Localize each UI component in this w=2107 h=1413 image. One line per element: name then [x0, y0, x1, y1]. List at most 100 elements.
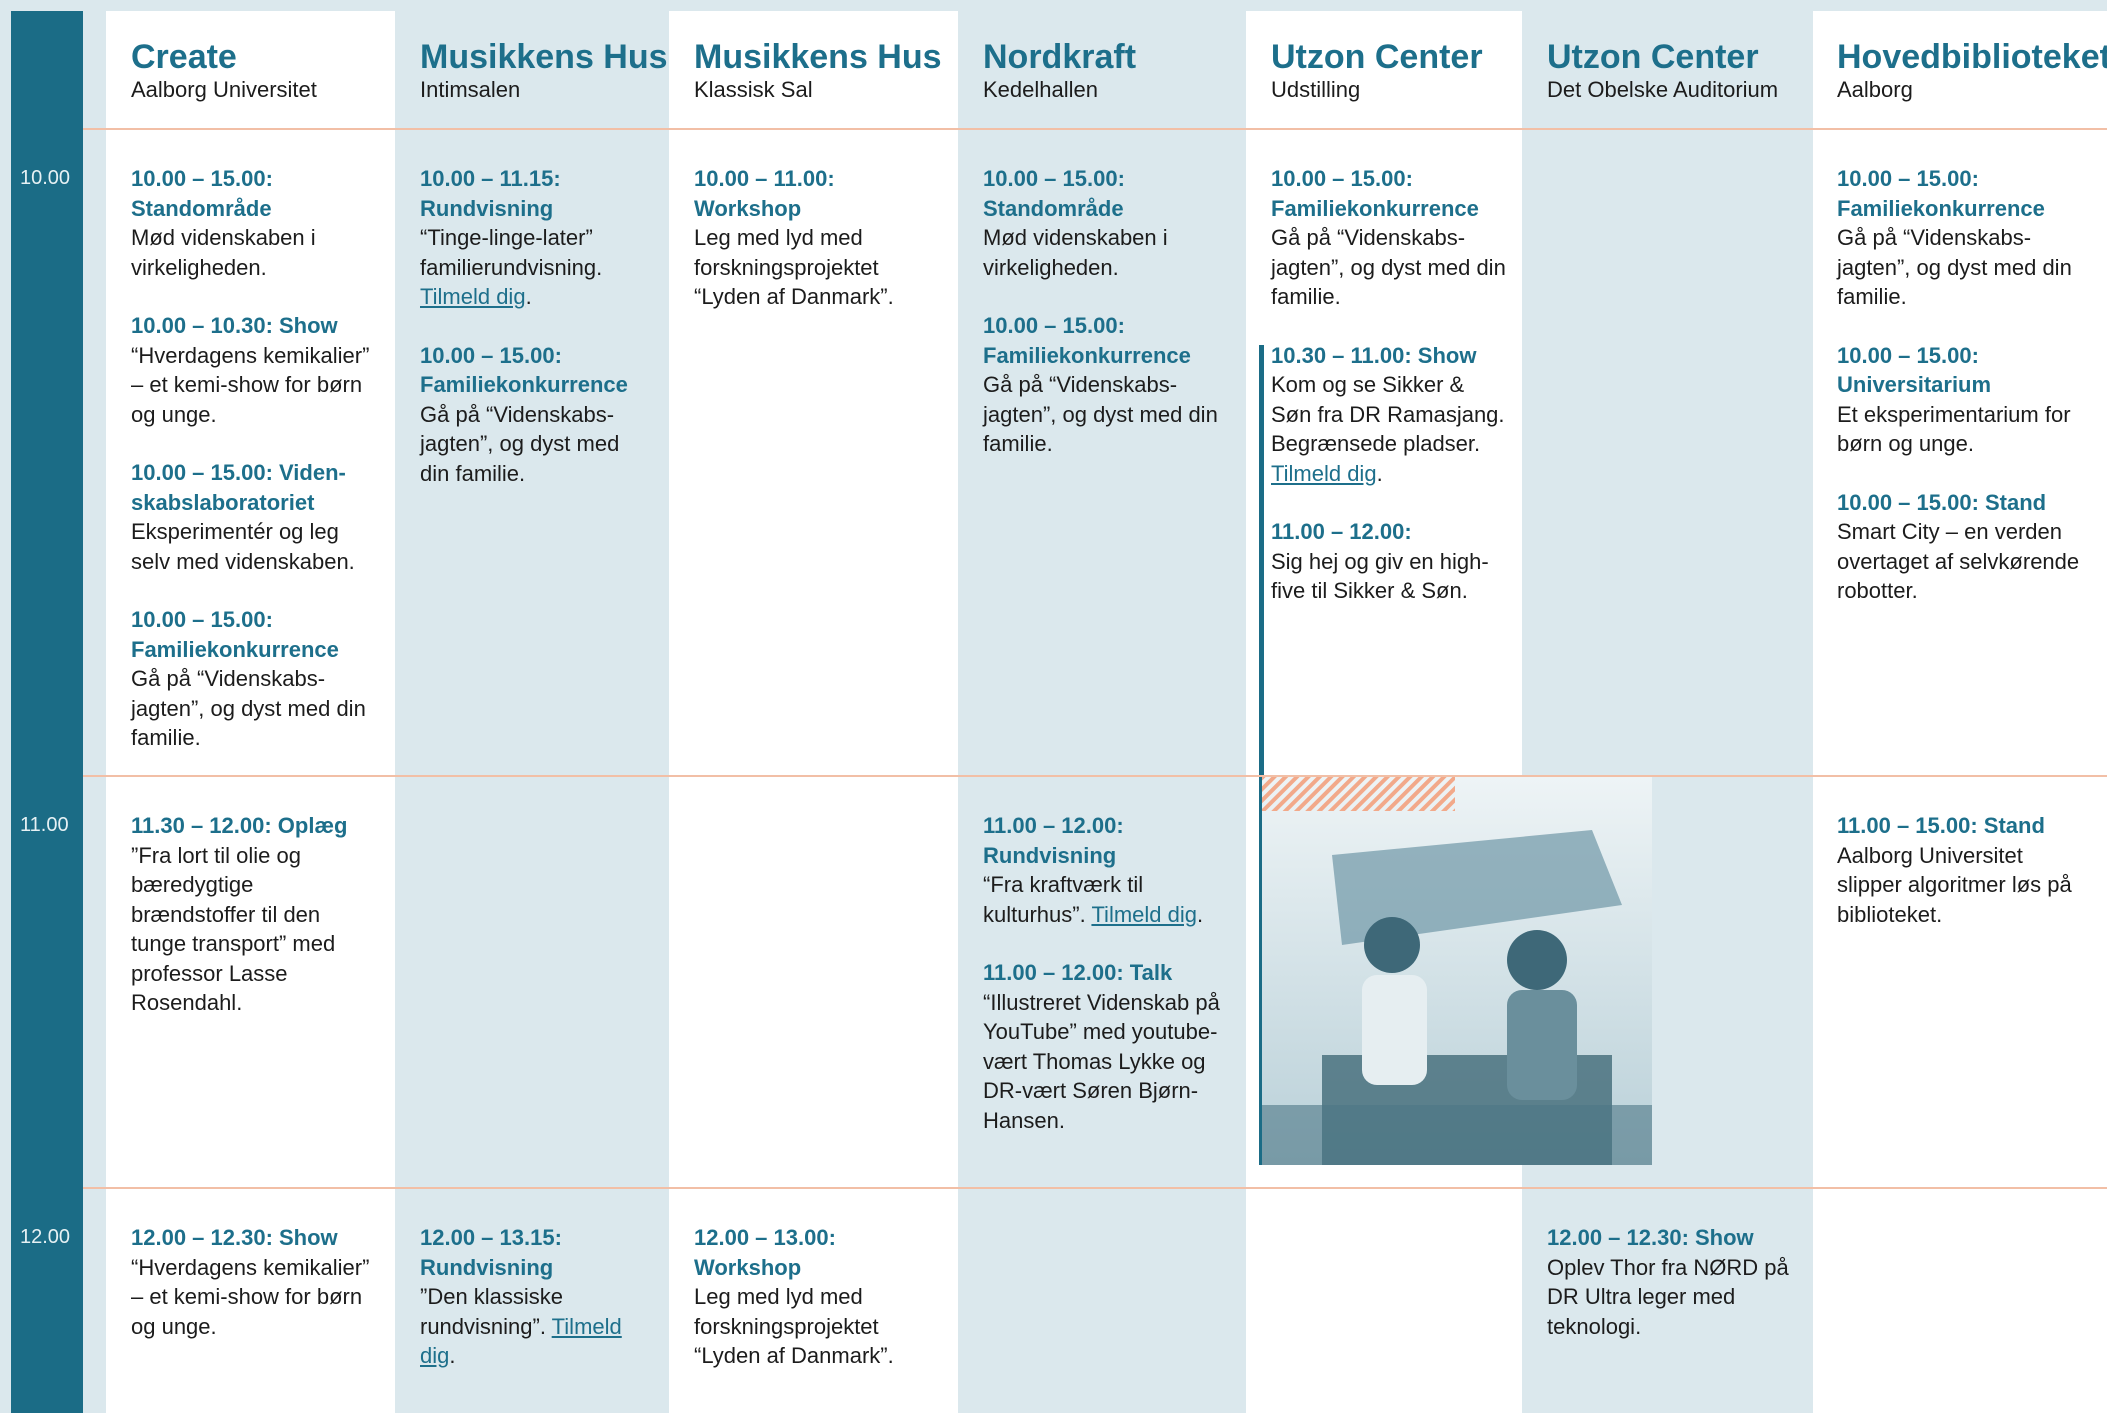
event-heading: 10.00 – 15.00: Standområde	[131, 166, 273, 221]
event-description: ”Fra lort til olie og bæredygtige brænds…	[131, 842, 336, 1016]
event-punctuation: .	[449, 1343, 456, 1368]
venue-place: Kedelhallen	[983, 77, 1098, 102]
event-text: Smart City – en verden overtaget af selv…	[1837, 517, 2091, 606]
event: 12.00 – 12.30: Show Oplev Thor fra NØRD p…	[1547, 1223, 1798, 1341]
event-heading: 10.00 – 11.00: Workshop	[694, 166, 835, 221]
signup-link[interactable]: Tilmeld dig	[420, 284, 526, 309]
time-slot: 10.00 – 11.15: Rundvisning “Tinge-linge-l…	[420, 164, 654, 517]
signup-link[interactable]: Tilmeld dig	[1271, 460, 1377, 486]
event-description: Gå på “Videnskabs-jagten”, og dyst med d…	[1837, 225, 2072, 309]
event-description: Et eksperimentarium for børn og unge.	[1837, 401, 2071, 457]
event-description: Kom og se Sikker & Søn fra DR Ramasjang.…	[1271, 372, 1505, 456]
event-heading: 11.00 – 12.00: Talk	[983, 960, 1173, 985]
event-heading: 10.00 – 15.00: Stand	[1837, 489, 2047, 515]
time-bar	[11, 11, 83, 1413]
event-heading: 12.00 – 12.30: Show	[131, 1225, 338, 1250]
event-punctuation: .	[525, 284, 532, 309]
time-slot: 10.00 – 15.00: Familiekonkurrence Gå på “…	[1837, 164, 2091, 635]
event-description: Gå på “Videnskabs-jagten”, og dyst med d…	[420, 401, 620, 486]
event-description: Sig hej og giv en high-five til Sikker &…	[1271, 548, 1489, 604]
event-text: Gå på “Videnskabs-jagten”, og dyst med d…	[1837, 223, 2091, 312]
event-heading: 10.00 – 15.00: Standområde	[983, 166, 1125, 221]
event-heading: 10.00 – 15.00: Familiekonkurrence	[1837, 166, 2045, 221]
event-description: Gå på “Videnskabs-jagten”, og dyst med d…	[983, 372, 1218, 456]
event: 10.00 – 15.00: Familiekonkurrence Gå på “…	[1271, 164, 1507, 312]
event-text: Leg med lyd med forskningsprojektet “Lyd…	[694, 223, 943, 312]
event-text: “Fra kraftværk til kulturhus”. Tilmeld d…	[983, 870, 1231, 929]
column-bg	[106, 11, 395, 1413]
event-heading: 10.30 – 11.00: Show	[1271, 342, 1477, 368]
event: 12.00 – 13.15: Rundvisning ”Den klassiske…	[420, 1223, 654, 1371]
event-text: Gå på “Videnskabs-jagten”, og dyst med d…	[420, 400, 654, 489]
signup-link[interactable]: Tilmeld dig	[420, 1313, 622, 1369]
event: 10.00 – 15.00: Familiekonkurrence Gå på “…	[420, 341, 654, 489]
row-divider	[83, 128, 2107, 130]
time-slot: 11.00 – 12.00: Rundvisning “Fra kraftværk…	[983, 811, 1231, 1164]
event-heading: 10.00 – 15.00: Viden-skabslaboratoriet	[131, 460, 346, 515]
time-slot: 12.00 – 13.00: Workshop Leg med lyd med f…	[694, 1223, 943, 1400]
event-text: Et eksperimentarium for børn og unge.	[1837, 400, 2091, 459]
event-description: Oplev Thor fra NØRD på DR Ultra leger me…	[1547, 1254, 1789, 1339]
event: 11.30 – 12.00: Oplæg ”Fra lort til olie o…	[131, 811, 380, 1018]
event: 10.00 – 15.00: Viden-skabslaboratoriet Ek…	[131, 458, 380, 576]
row-divider	[83, 1187, 2107, 1189]
event-description: “Hverdagens kemikalier” – et kemi-show f…	[131, 1254, 370, 1339]
event-punctuation: .	[1376, 460, 1383, 486]
event-punctuation: .	[1197, 901, 1204, 927]
event-text: Mød videnskaben i virkeligheden.	[131, 223, 380, 282]
event-description: “Fra kraftværk til kulturhus”.	[983, 872, 1144, 927]
venue-name: Hovedbiblioteket	[1837, 38, 2107, 76]
event-description: Leg med lyd med forskningsprojektet “Lyd…	[694, 1284, 894, 1368]
event-text: Oplev Thor fra NØRD på DR Ultra leger me…	[1547, 1253, 1798, 1342]
event-heading: 10.00 – 15.00: Familiekonkurrence	[983, 313, 1191, 368]
event: 10.00 – 15.00: Familiekonkurrence Gå på “…	[983, 311, 1231, 459]
event: 10.00 – 10.30: Show “Hverdagens kemikalie…	[131, 311, 380, 429]
timeline-line	[1259, 345, 1264, 1165]
event-text: Gå på “Videnskabs-jagten”, og dyst med d…	[983, 370, 1231, 459]
venue-name: Musikkens Hus	[694, 38, 942, 76]
venue-name: Utzon Center	[1271, 38, 1483, 76]
time-label: 12.00	[20, 1226, 71, 1248]
event: 11.00 – 15.00: Stand Aalborg Universitet …	[1837, 811, 2091, 929]
event: 10.00 – 15.00: Universitarium Et eksperim…	[1837, 341, 2091, 459]
time-slot: 11.30 – 12.00: Oplæg ”Fra lort til olie o…	[131, 811, 380, 1047]
event-text: Mød videnskaben i virkeligheden.	[983, 223, 1231, 282]
event-heading: 12.00 – 13.15: Rundvisning	[420, 1225, 562, 1280]
event-text: “Tinge-linge-later” familierundvisning. …	[420, 223, 654, 312]
venue-name: Nordkraft	[983, 38, 1137, 76]
event-text: Leg med lyd med forskningsprojektet “Lyd…	[694, 1282, 943, 1371]
event-text: “Hverdagens kemikalier” – et kemi-show f…	[131, 341, 380, 430]
event-heading: 11.00 – 12.00: Rundvisning	[983, 813, 1124, 868]
event-heading: 10.00 – 10.30: Show	[131, 313, 338, 338]
event: 10.00 – 15.00: Familiekonkurrence Gå på “…	[1837, 164, 2091, 312]
venue-place: Klassisk Sal	[694, 77, 813, 102]
venue-place: Udstilling	[1271, 77, 1361, 102]
event-text: Gå på “Videnskabs-jagten”, og dyst med d…	[131, 664, 380, 753]
time-slot: 10.00 – 15.00: Standområde Mød videnskabe…	[983, 164, 1231, 488]
event: 10.00 – 11.00: Workshop Leg med lyd med f…	[694, 164, 943, 312]
venue-place: Aalborg	[1837, 77, 1913, 102]
event-text: ”Den klassiske rundvisning”. Tilmeld dig…	[420, 1282, 654, 1371]
time-slot: 11.00 – 15.00: Stand Aalborg Universitet …	[1837, 811, 2091, 958]
event-description: ”Den klassiske rundvisning”.	[420, 1284, 564, 1339]
event: 12.00 – 13.00: Workshop Leg med lyd med f…	[694, 1223, 943, 1371]
event-text: “Hverdagens kemikalier” – et kemi-show f…	[131, 1253, 380, 1342]
time-slot: 10.00 – 15.00: Familiekonkurrence Gå på “…	[1271, 164, 1507, 635]
event-text: Gå på “Videnskabs-jagten”, og dyst med d…	[1271, 223, 1507, 312]
event-heading: 11.30 – 12.00: Oplæg	[131, 813, 348, 838]
event-heading: 11.00 – 15.00: Stand	[1837, 813, 2045, 838]
event: 10.00 – 15.00: Standområde Mød videnskabe…	[983, 164, 1231, 282]
signup-link[interactable]: Tilmeld dig	[1091, 901, 1197, 927]
event-photo	[1262, 775, 1652, 1165]
event-description: Mød videnskaben i virkeligheden.	[131, 225, 316, 280]
event: 10.00 – 15.00: Familiekonkurrence Gå på “…	[131, 605, 380, 753]
event: 10.30 – 11.00: Show Kom og se Sikker & Sø…	[1271, 341, 1507, 489]
venue-name: Utzon Center	[1547, 38, 1759, 76]
event-text: Sig hej og giv en high-five til Sikker &…	[1271, 547, 1507, 606]
venue-place: Intimsalen	[420, 77, 521, 102]
venue-name: Musikkens Hus	[420, 38, 668, 76]
row-divider	[83, 775, 2107, 777]
event: 12.00 – 12.30: Show “Hverdagens kemikalie…	[131, 1223, 380, 1341]
event-heading: 10.00 – 15.00: Familiekonkurrence	[131, 607, 339, 662]
